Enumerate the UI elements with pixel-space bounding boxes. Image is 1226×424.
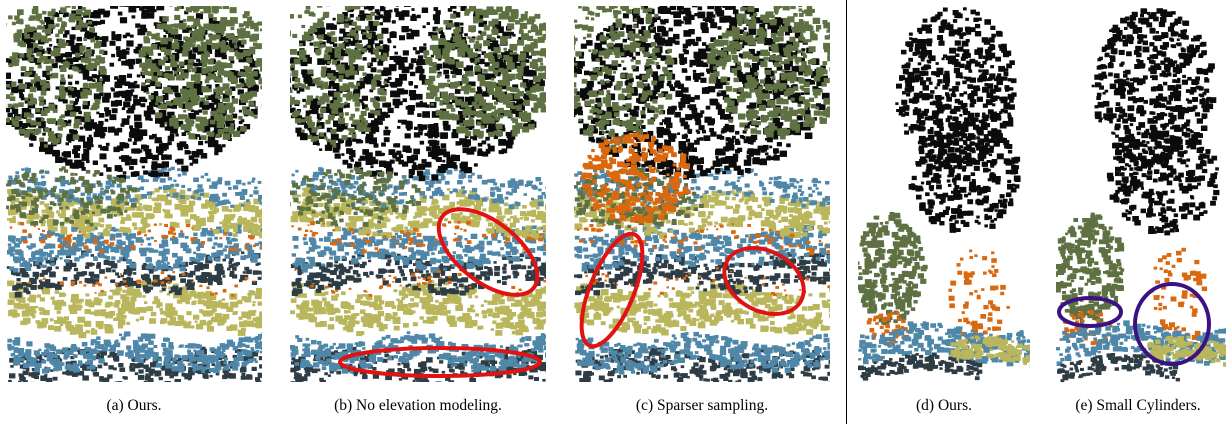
point-cloud-forest-b — [290, 6, 546, 382]
highlight-ellipse-2 — [338, 346, 542, 378]
panel-e-image — [1056, 6, 1226, 386]
highlight-ellipse-1 — [436, 207, 540, 297]
highlight-ellipse-small — [1057, 296, 1123, 328]
caption-e: (e) Small Cylinders. — [1075, 397, 1201, 414]
highlight-ellipse-large — [1133, 282, 1211, 366]
caption-d: (d) Ours. — [916, 397, 972, 414]
caption-b: (b) No elevation modeling. — [334, 397, 502, 414]
highlight-ellipse-1 — [579, 231, 645, 349]
panel-a-image — [6, 6, 262, 382]
panel-c-image — [574, 6, 830, 382]
caption-a: (a) Ours. — [106, 397, 162, 414]
point-cloud-forest-a — [6, 6, 262, 382]
caption-c: (c) Sparser sampling. — [635, 397, 769, 414]
panel-divider — [846, 0, 847, 424]
point-cloud-tree-d — [858, 7, 1030, 381]
highlight-ellipse-2 — [722, 245, 806, 317]
panel-d-image — [858, 6, 1030, 386]
panel-b-image — [290, 6, 546, 382]
point-cloud-forest-c — [574, 6, 830, 382]
point-cloud-tree-e — [1056, 8, 1226, 383]
